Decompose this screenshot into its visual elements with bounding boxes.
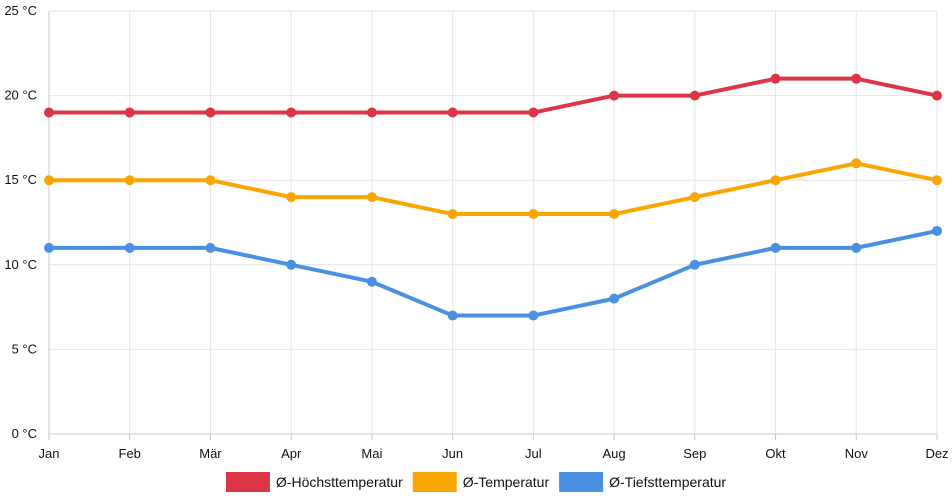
data-point[interactable]: [609, 90, 620, 101]
x-tick-label: Apr: [281, 446, 302, 461]
series-line-0: [47, 76, 939, 115]
data-point[interactable]: [770, 73, 781, 84]
data-point[interactable]: [205, 242, 216, 253]
y-tick-label: 5 °C: [12, 341, 37, 356]
data-point[interactable]: [447, 209, 458, 220]
data-point[interactable]: [528, 107, 539, 118]
legend-item-1[interactable]: Ø-Temperatur: [412, 472, 550, 492]
x-tick-label: Mai: [361, 446, 382, 461]
x-tick-label: Jun: [442, 446, 463, 461]
data-point[interactable]: [124, 107, 135, 118]
data-point[interactable]: [770, 242, 781, 253]
data-point[interactable]: [689, 90, 700, 101]
x-tick-label: Mär: [199, 446, 222, 461]
data-point[interactable]: [124, 242, 135, 253]
data-point[interactable]: [609, 293, 620, 304]
x-tick-label: Sep: [683, 446, 706, 461]
y-tick-label: 20 °C: [4, 88, 37, 103]
data-point[interactable]: [528, 310, 539, 321]
data-point[interactable]: [366, 107, 377, 118]
x-tick-label: Nov: [845, 446, 869, 461]
data-point[interactable]: [689, 192, 700, 203]
legend-label: Ø-Temperatur: [463, 474, 550, 490]
data-point[interactable]: [124, 175, 135, 186]
data-point[interactable]: [932, 175, 942, 186]
series-points: [44, 73, 942, 321]
data-point[interactable]: [932, 225, 942, 236]
data-point[interactable]: [851, 73, 862, 84]
y-tick-label: 25 °C: [4, 3, 37, 18]
data-point[interactable]: [205, 107, 216, 118]
x-tick-label: Jul: [525, 446, 542, 461]
data-point[interactable]: [286, 259, 297, 270]
data-point[interactable]: [44, 107, 54, 118]
series-line-2: [47, 228, 939, 318]
data-point[interactable]: [205, 175, 216, 186]
series-lines: [47, 76, 939, 318]
data-point[interactable]: [286, 107, 297, 118]
data-point[interactable]: [770, 175, 781, 186]
x-tick-label: Dez: [925, 446, 948, 461]
data-point[interactable]: [932, 90, 942, 101]
y-tick-label: 15 °C: [4, 172, 37, 187]
data-point[interactable]: [609, 209, 620, 220]
legend-label: Ø-Höchsttemperatur: [276, 474, 403, 490]
x-tick-label: Feb: [119, 446, 141, 461]
data-point[interactable]: [851, 242, 862, 253]
legend-item-0[interactable]: Ø-Höchsttemperatur: [225, 472, 403, 492]
data-point[interactable]: [366, 192, 377, 203]
data-point[interactable]: [44, 242, 54, 253]
x-tick-label: Jan: [39, 446, 60, 461]
data-point[interactable]: [286, 192, 297, 203]
y-tick-label: 10 °C: [4, 257, 37, 272]
series-line-1: [47, 161, 939, 217]
legend-label: Ø-Tiefsttemperatur: [609, 474, 726, 490]
y-tick-label: 0 °C: [12, 426, 37, 441]
data-point[interactable]: [447, 107, 458, 118]
legend-swatch: [225, 472, 270, 492]
data-point[interactable]: [851, 158, 862, 169]
data-point[interactable]: [689, 259, 700, 270]
data-point[interactable]: [44, 175, 54, 186]
x-tick-label: Aug: [603, 446, 626, 461]
legend-item-2[interactable]: Ø-Tiefsttemperatur: [559, 472, 726, 492]
grid: [48, 10, 938, 440]
legend-swatch: [412, 472, 457, 492]
data-point[interactable]: [447, 310, 458, 321]
data-point[interactable]: [366, 276, 377, 287]
x-axis-ticks: Jan Feb Mär Apr Mai Jun Jul Aug Sep Okt Nov Dez: [39, 446, 949, 461]
y-axis-ticks: 0 °C 5 °C 10 °C 15 °C 20 °C 25 °C: [4, 3, 37, 441]
data-point[interactable]: [528, 209, 539, 220]
x-tick-label: Okt: [765, 446, 786, 461]
legend[interactable]: Ø-Höchsttemperatur Ø-Temperatur Ø-Tiefstte…: [225, 472, 726, 492]
legend-swatch: [559, 472, 604, 492]
